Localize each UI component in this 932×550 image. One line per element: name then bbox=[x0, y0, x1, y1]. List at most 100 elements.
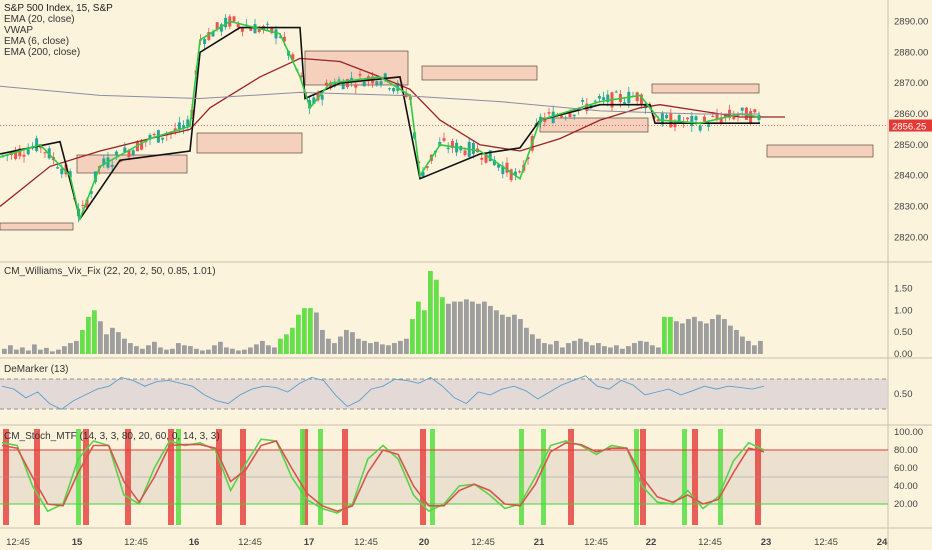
stoch-axis-tick: 60.00 bbox=[894, 463, 918, 474]
candle-body bbox=[547, 112, 551, 114]
vix-bar bbox=[566, 343, 571, 354]
vix-bar bbox=[272, 347, 277, 354]
vix-bar bbox=[416, 301, 421, 354]
indicator-ema20-label[interactable]: EMA (20, close) bbox=[4, 14, 75, 25]
vix-bar bbox=[584, 341, 589, 354]
candle-body bbox=[219, 24, 223, 32]
vix-bar bbox=[398, 340, 403, 354]
candle-body bbox=[253, 24, 257, 34]
vix-bar bbox=[572, 340, 577, 354]
candle-body bbox=[207, 32, 211, 40]
stoch-pane-title[interactable]: CM_Stoch_MTF (14, 3, 3, 80, 20, 60, 0, 1… bbox=[4, 431, 220, 442]
symbol-title[interactable]: S&P 500 Index, 15, S&P bbox=[4, 3, 113, 14]
candle-body bbox=[719, 117, 723, 124]
price-axis-tick: 2830.00 bbox=[894, 201, 928, 212]
candle-body bbox=[564, 117, 568, 119]
vix-bar bbox=[692, 316, 697, 354]
vix-bar bbox=[686, 319, 691, 354]
stoch-axis-tick: 20.00 bbox=[894, 499, 918, 510]
vix-bar bbox=[278, 338, 283, 354]
vix-bar bbox=[614, 345, 619, 354]
vix-bar bbox=[734, 329, 739, 354]
candle-body bbox=[702, 116, 706, 122]
price-zone bbox=[76, 154, 188, 174]
candle-body bbox=[656, 119, 660, 122]
candle-body bbox=[711, 116, 715, 118]
vix-bar bbox=[704, 323, 709, 354]
candle-body bbox=[127, 150, 131, 158]
vix-bar bbox=[146, 345, 151, 354]
vix-bar bbox=[380, 344, 385, 354]
vix-bar bbox=[206, 349, 211, 354]
x-axis-tick: 17 bbox=[304, 537, 315, 548]
vix-bar bbox=[632, 343, 637, 354]
candle-body bbox=[484, 152, 488, 163]
candle-body bbox=[383, 73, 387, 80]
vix-bar bbox=[362, 340, 367, 354]
vix-bar bbox=[98, 321, 103, 354]
vix-bar bbox=[230, 348, 235, 354]
candle-body bbox=[257, 28, 261, 33]
indicator-ema6-label[interactable]: EMA (6, close) bbox=[4, 36, 70, 47]
candle-body bbox=[60, 168, 64, 175]
vix-bar bbox=[188, 346, 193, 354]
demarker-pane-title[interactable]: DeMarker (13) bbox=[4, 364, 69, 375]
candle-body bbox=[316, 91, 320, 101]
demarker-axis-tick: 0.50 bbox=[894, 389, 913, 400]
candle-body bbox=[740, 107, 744, 111]
stoch-axis-tick: 100.00 bbox=[894, 427, 923, 438]
candle-body bbox=[425, 166, 429, 168]
vix-bar bbox=[740, 336, 745, 354]
vix-bar bbox=[644, 341, 649, 354]
vix-bar bbox=[74, 340, 79, 354]
candle-body bbox=[492, 159, 496, 166]
candle-body bbox=[299, 75, 303, 77]
vix-bar bbox=[182, 345, 187, 354]
x-axis-tick: 16 bbox=[189, 537, 200, 548]
candle-body bbox=[337, 79, 341, 81]
candle-body bbox=[446, 147, 450, 150]
vix-bar bbox=[710, 319, 715, 354]
x-axis-tick: 12:45 bbox=[354, 537, 378, 548]
vwap-line bbox=[0, 26, 760, 221]
candle-body bbox=[89, 191, 93, 194]
vix-bar bbox=[476, 303, 481, 354]
x-axis-tick: 12:45 bbox=[471, 537, 495, 548]
vix-bar bbox=[698, 321, 703, 354]
price-axis-tick: 2850.00 bbox=[894, 140, 928, 151]
vix-bar bbox=[494, 310, 499, 354]
candle-body bbox=[463, 150, 467, 155]
x-axis-tick: 12:45 bbox=[6, 537, 30, 548]
candle-body bbox=[123, 147, 127, 153]
candle-body bbox=[119, 160, 123, 163]
candle-body bbox=[509, 169, 513, 181]
vix-axis-tick: 1.50 bbox=[894, 283, 913, 294]
candle-body bbox=[362, 81, 366, 87]
candle-body bbox=[152, 133, 156, 136]
candle-body bbox=[660, 113, 664, 125]
vix-bar bbox=[440, 297, 445, 354]
vix-bar bbox=[482, 301, 487, 354]
vix-bar bbox=[62, 346, 67, 354]
vix-bar bbox=[164, 349, 169, 354]
vix-bar bbox=[650, 345, 655, 354]
vix-bar bbox=[524, 327, 529, 354]
price-legend: S&P 500 Index, 15, S&P EMA (20, close) V… bbox=[4, 3, 113, 58]
candle-body bbox=[211, 31, 215, 37]
vix-bar bbox=[722, 319, 727, 354]
candle-body bbox=[723, 114, 727, 117]
indicator-ema200-label[interactable]: EMA (200, close) bbox=[4, 47, 81, 58]
candle-body bbox=[358, 74, 362, 76]
vix-bar bbox=[464, 299, 469, 354]
vix-pane-title[interactable]: CM_Williams_Vix_Fix (22, 20, 2, 50, 0.85… bbox=[4, 266, 216, 277]
x-axis-tick: 20 bbox=[419, 537, 430, 548]
vix-bar bbox=[488, 305, 493, 354]
candle-body bbox=[597, 96, 601, 99]
vix-bar bbox=[752, 345, 757, 354]
indicator-vwap-label[interactable]: VWAP bbox=[4, 25, 34, 36]
price-axis-tick: 2820.00 bbox=[894, 232, 928, 243]
candle-body bbox=[635, 92, 639, 102]
candle-body bbox=[140, 141, 144, 150]
candle-body bbox=[501, 165, 505, 175]
